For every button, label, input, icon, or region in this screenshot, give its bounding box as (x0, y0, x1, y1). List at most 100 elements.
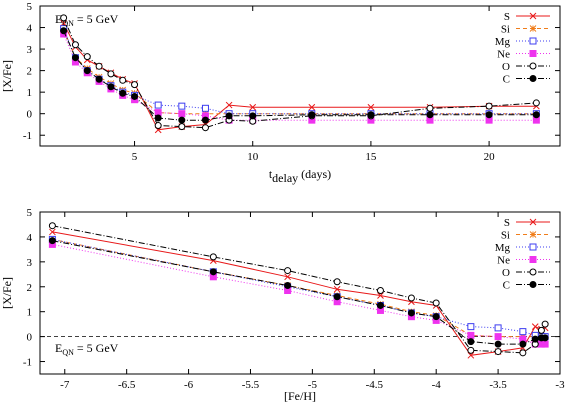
data-point (377, 292, 384, 299)
data-point (154, 122, 162, 130)
y-tick-label: 2 (27, 282, 33, 294)
legend-marker (529, 25, 537, 32)
data-point (48, 237, 56, 245)
data-point (178, 110, 186, 118)
legend-label: S (504, 11, 510, 23)
legend-marker (529, 281, 537, 288)
y-tick-label: 4 (27, 232, 33, 244)
data-point (531, 335, 539, 343)
x-tick-label: -5 (308, 379, 318, 391)
data-point (284, 282, 292, 290)
data-point (333, 278, 341, 286)
data-point (426, 111, 434, 119)
legend-marker (529, 268, 537, 276)
data-point (209, 268, 217, 276)
x-tick-label: -3 (555, 379, 565, 391)
data-point (494, 324, 502, 332)
data-point (178, 102, 186, 110)
legend-marker (529, 256, 537, 263)
data-point (178, 123, 186, 131)
legend-label: O (502, 267, 510, 279)
y-tick-label: 2 (27, 66, 33, 78)
series-ne (48, 240, 549, 348)
data-point (467, 323, 475, 331)
data-point (225, 101, 233, 109)
legend-label: C (503, 280, 510, 292)
data-point (48, 222, 56, 230)
data-point (308, 111, 316, 119)
data-point (107, 70, 115, 78)
y-tick-label: 3 (27, 257, 33, 269)
data-point (367, 111, 375, 119)
annotation-bottom: EQN = 5 GeV (55, 341, 119, 357)
data-point (519, 349, 527, 357)
data-point (119, 76, 127, 84)
data-point (201, 124, 209, 132)
data-point (284, 267, 292, 275)
y-tick-label: 0 (27, 109, 33, 121)
data-point (119, 89, 127, 97)
x-tick-label: 5 (132, 151, 138, 163)
data-point (467, 346, 475, 354)
data-point (60, 27, 68, 35)
plot-frame-bottom (39, 211, 561, 375)
data-point (201, 104, 209, 112)
y-tick-label: 3 (27, 44, 33, 56)
y-axis-label-bottom: [X/Fe] (0, 277, 14, 309)
data-point (407, 309, 415, 317)
data-point (532, 99, 540, 107)
legend-item: C (503, 74, 550, 86)
y-tick-label: -1 (23, 357, 32, 369)
panel-bottom: -7 -6.5 -6 -5.5 -5 -4.5 -4 -3.5 -3 -1 0 1 2 3 4 5 SSiMg… (0, 207, 565, 403)
series-s (49, 228, 549, 359)
series-ne (60, 30, 540, 124)
legend-label: Ne (497, 49, 510, 61)
legend-marker (529, 12, 537, 20)
data-point (485, 102, 493, 110)
data-point (367, 103, 375, 111)
x-axis-label-top: tdelay (days) (269, 167, 331, 185)
tick-group-top: 5 10 15 20 -1 0 1 2 3 4 5 (23, 1, 560, 163)
data-point (71, 41, 79, 49)
y-tick-label: 5 (27, 207, 33, 219)
data-point (376, 287, 384, 295)
data-point (178, 116, 186, 124)
data-point (154, 101, 162, 109)
series-group-top (60, 14, 540, 134)
x-tick-label: 20 (484, 151, 496, 163)
annotation-top: EQN = 5 GeV (55, 12, 119, 28)
x-tick-label: -7 (60, 379, 70, 391)
series-line-ne (63, 33, 537, 121)
x-tick-label: -3.5 (489, 379, 507, 391)
data-point (107, 83, 115, 91)
data-point (494, 333, 502, 341)
series-c (60, 27, 540, 124)
data-point (467, 338, 475, 346)
data-point (432, 313, 440, 321)
data-point (71, 54, 79, 62)
legend-item: Mg (495, 242, 550, 254)
data-point (432, 299, 440, 307)
data-point (541, 340, 549, 348)
data-point (201, 116, 209, 124)
data-point (83, 67, 91, 75)
data-point (83, 53, 91, 61)
legend-label: Ne (497, 255, 510, 267)
legend-marker (529, 50, 537, 57)
x-tick-label: 10 (247, 151, 259, 163)
data-point (249, 103, 257, 111)
legend-item: Ne (497, 49, 550, 61)
y-tick-label: 1 (27, 87, 33, 99)
legend-label: C (503, 74, 510, 86)
legend-item: Si (501, 230, 550, 242)
legend-item: Mg (495, 36, 550, 48)
data-point (95, 62, 103, 70)
data-point (284, 273, 291, 281)
data-point (95, 75, 103, 83)
legend-marker (529, 243, 537, 251)
plot-frame-top (39, 5, 561, 147)
legend-marker (529, 231, 537, 238)
